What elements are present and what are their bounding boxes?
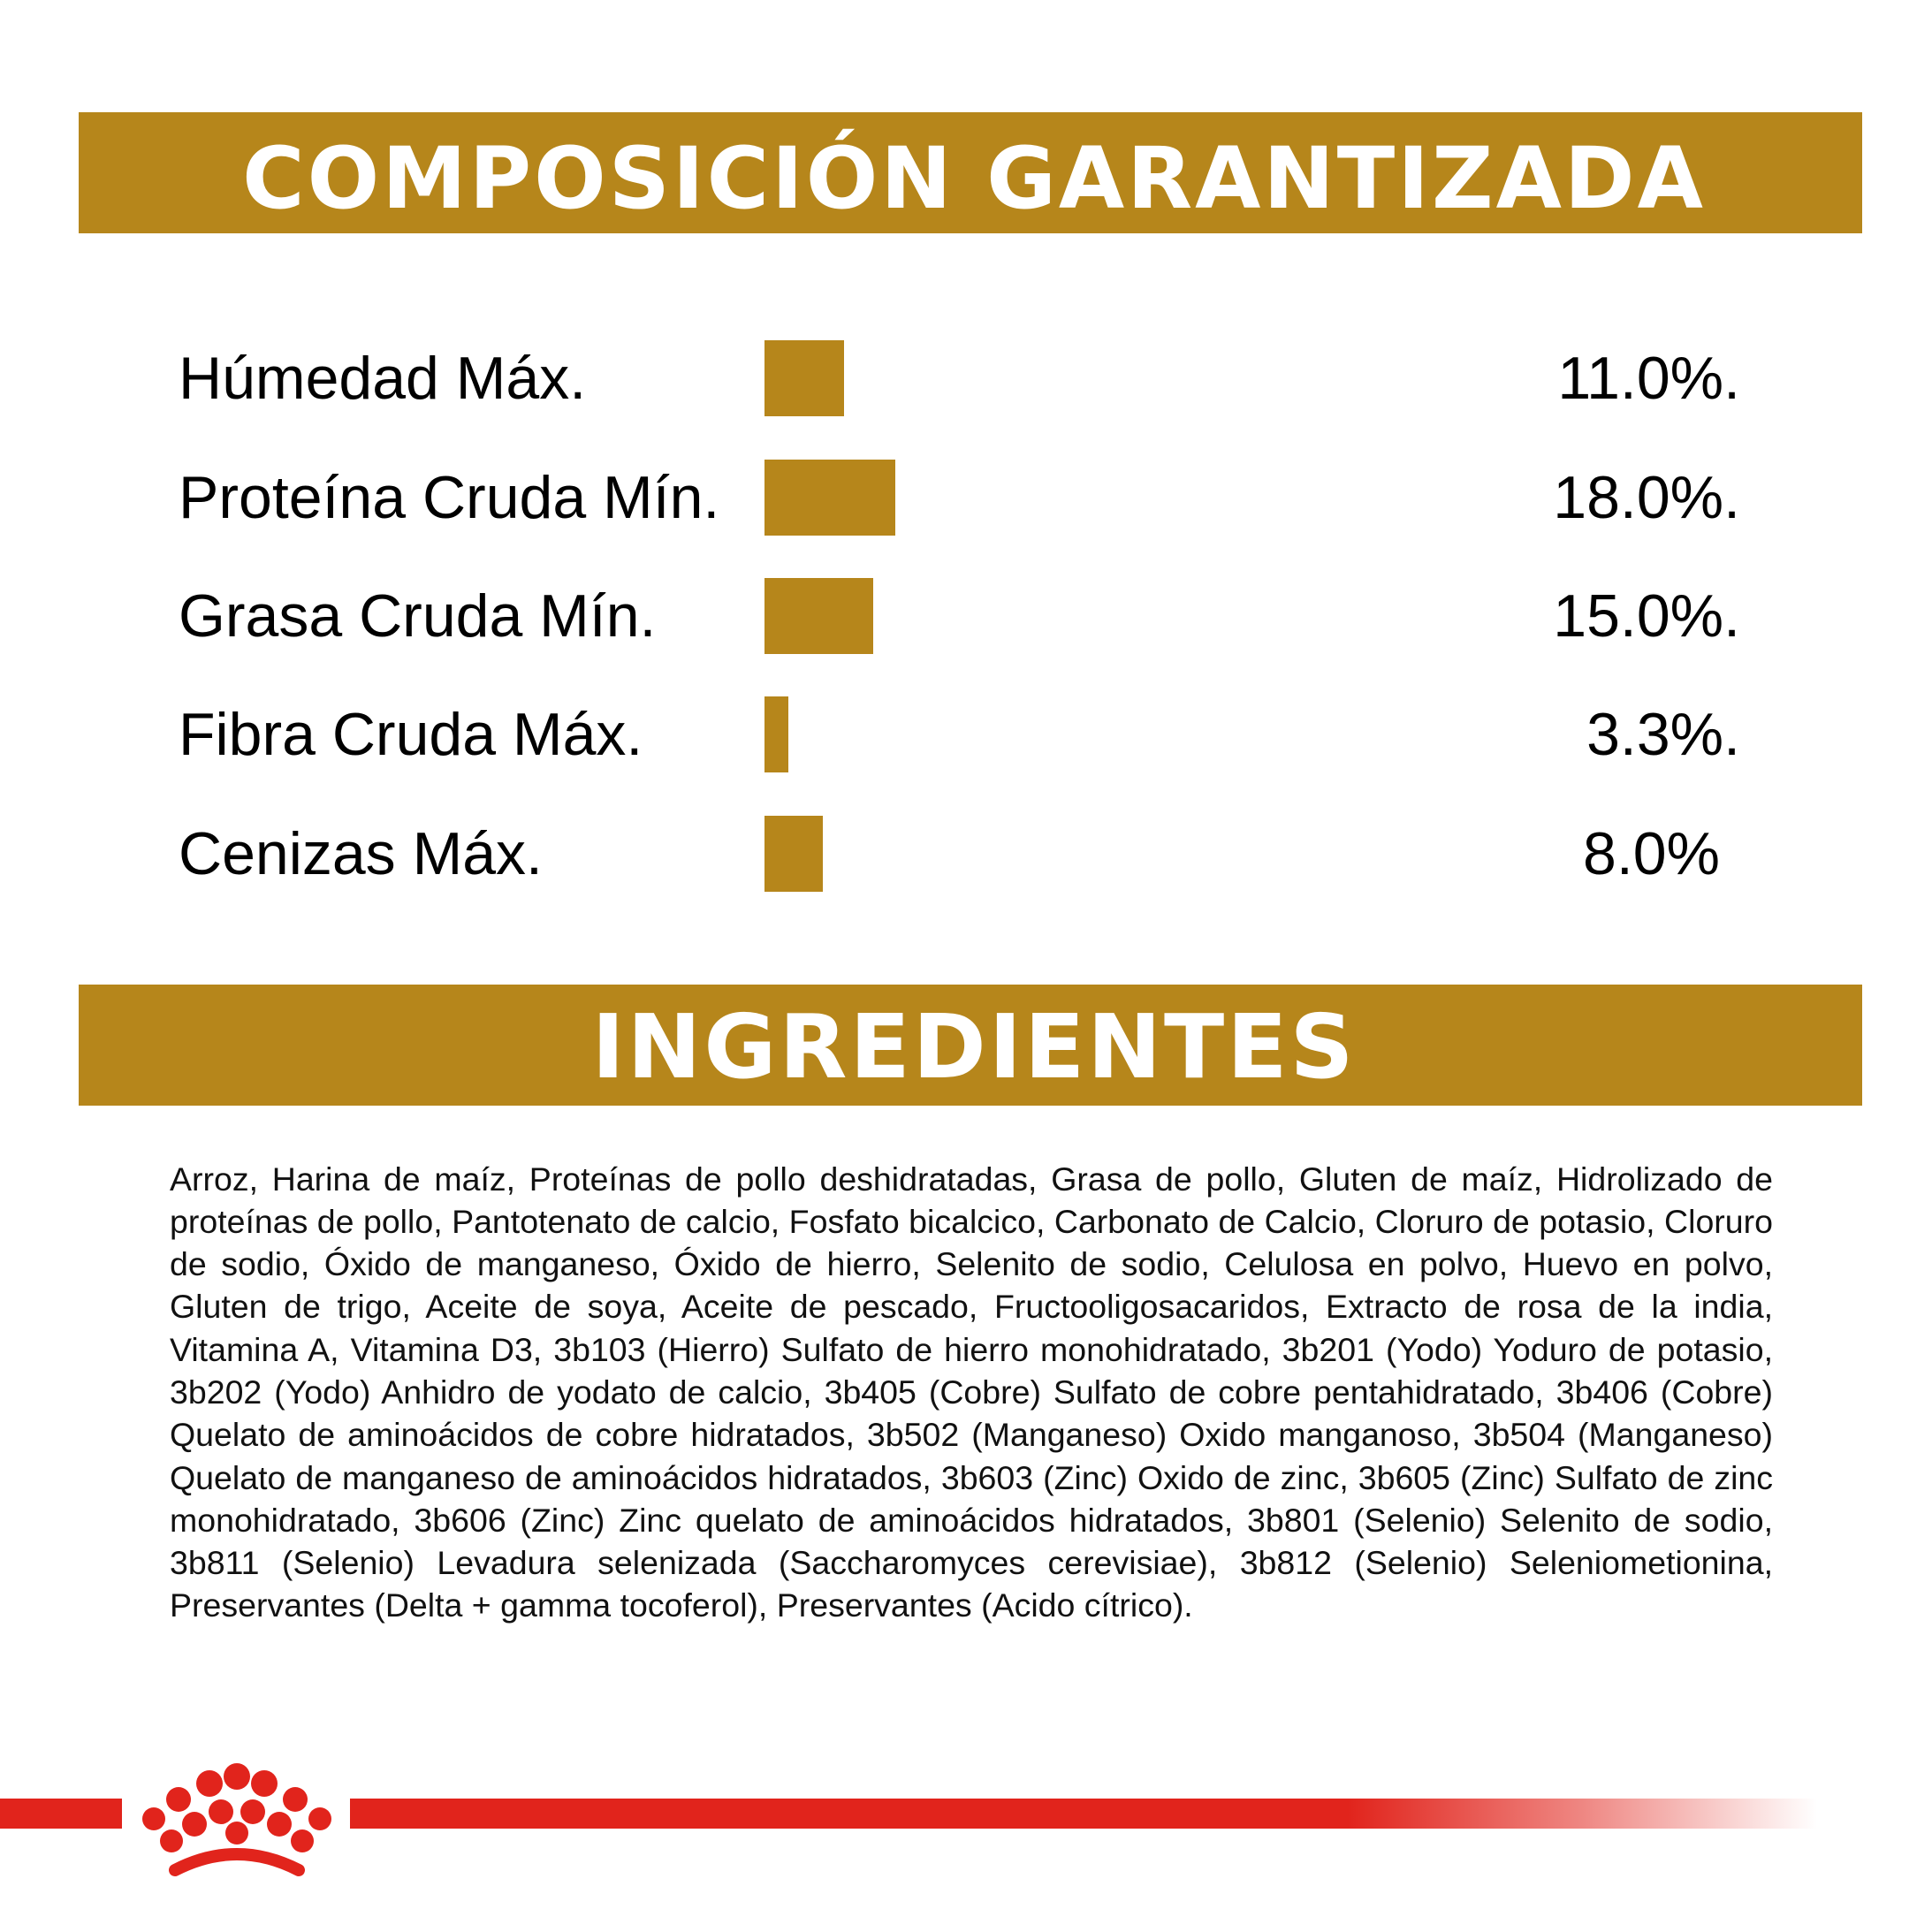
composition-title: COMPOSICIÓN GARANTIZADA (242, 128, 1706, 228)
ingredients-title: INGREDIENTES (591, 995, 1357, 1099)
nutrient-row-fibra: Fibra Cruda Máx. 3.3%. (0, 696, 1932, 772)
nutrient-label: Fibra Cruda Máx. (179, 701, 643, 768)
nutrient-value: 8.0% (1583, 820, 1720, 887)
nutrient-row-grasa: Grasa Cruda Mín. 15.0%. (0, 578, 1932, 654)
nutrient-bar (764, 578, 873, 654)
ingredients-text: Arroz, Harina de maíz, Proteínas de poll… (170, 1160, 1773, 1624)
nutrient-label: Cenizas Máx. (179, 820, 543, 887)
nutrient-row-cenizas: Cenizas Máx. 8.0% (0, 816, 1932, 892)
nutrient-value: 11.0%. (1557, 345, 1740, 412)
nutrient-row-proteina: Proteína Cruda Mín. 18.0%. (0, 460, 1932, 536)
brand-line-right (350, 1799, 1817, 1829)
brand-line-left (0, 1799, 122, 1829)
nutrient-value: 18.0%. (1553, 464, 1740, 531)
ingredients-banner: INGREDIENTES (79, 985, 1862, 1106)
crown-logo-icon (142, 1763, 331, 1876)
composition-banner: COMPOSICIÓN GARANTIZADA (79, 112, 1862, 233)
nutrient-row-humedad: Húmedad Máx. 11.0%. (0, 340, 1932, 416)
nutrient-bar (764, 460, 895, 536)
nutrient-label: Proteína Cruda Mín. (179, 464, 720, 531)
nutrient-label: Húmedad Máx. (179, 345, 587, 412)
nutrient-label: Grasa Cruda Mín. (179, 582, 657, 650)
nutrient-value: 3.3%. (1586, 701, 1740, 768)
nutrient-bar (764, 340, 844, 416)
nutrient-value: 15.0%. (1553, 582, 1740, 650)
nutrient-bar (764, 696, 788, 772)
nutrient-bar (764, 816, 823, 892)
